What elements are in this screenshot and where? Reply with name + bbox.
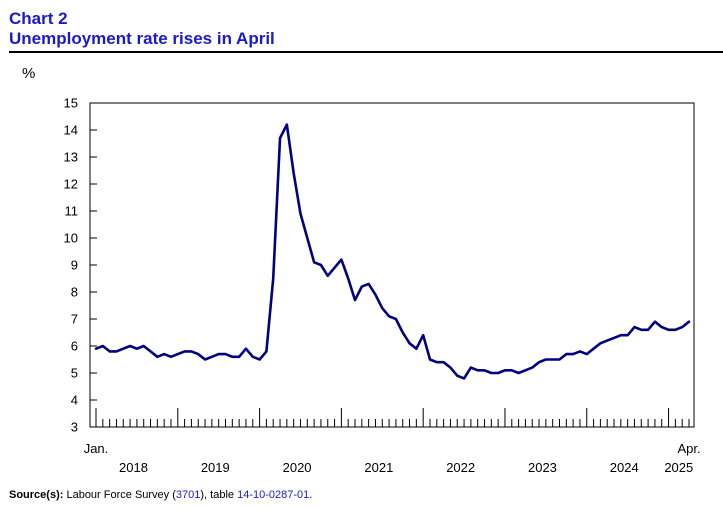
x-year-label: 2022 — [446, 460, 475, 475]
y-axis: 3 4 5 6 7 8 9 10 11 12 13 14 15 — [64, 96, 97, 435]
y-tick-label: 11 — [65, 204, 79, 219]
y-tick-label: 6 — [71, 339, 78, 354]
title-divider — [9, 51, 723, 53]
x-year-label: 2018 — [119, 460, 148, 475]
chart-title-block: Chart 2 Unemployment rate rises in April — [9, 9, 275, 49]
y-tick-label: 15 — [64, 96, 78, 111]
y-tick-label: 13 — [64, 150, 78, 165]
x-year-label: 2025 — [664, 460, 693, 475]
chart-title: Unemployment rate rises in April — [9, 29, 275, 48]
y-tick-label: 3 — [71, 420, 78, 435]
y-tick-label: 4 — [71, 393, 78, 408]
y-tick-label: 12 — [64, 177, 78, 192]
source-text-1: Labour Force Survey ( — [63, 489, 176, 501]
x-year-label: 2024 — [610, 460, 639, 475]
x-year-label: 2021 — [364, 460, 393, 475]
survey-link[interactable]: 3701 — [175, 489, 201, 501]
y-tick-label: 9 — [71, 258, 78, 273]
x-year-label: 2019 — [201, 460, 230, 475]
x-axis-labels: Jan. Apr. 2018 2019 2020 2021 2022 2023 2024 2025 — [84, 441, 701, 475]
x-start-label: Jan. — [84, 441, 109, 456]
y-tick-label: 8 — [71, 285, 78, 300]
x-axis — [95, 408, 690, 427]
series-layer — [94, 123, 691, 380]
x-year-label: 2020 — [283, 460, 312, 475]
y-tick-label: 14 — [64, 123, 78, 138]
y-tick-label: 7 — [71, 312, 78, 327]
x-year-label: 2023 — [528, 460, 557, 475]
table-link[interactable]: 14-10-0287-01 — [237, 489, 310, 501]
unemployment-rate-line — [94, 123, 691, 380]
chart-number: Chart 2 — [9, 9, 68, 28]
source-text-2: ), table — [200, 489, 238, 501]
plot-area — [89, 102, 695, 428]
y-axis-unit: % — [22, 65, 35, 82]
source-text-3: . — [309, 489, 313, 501]
y-tick-label: 10 — [64, 231, 78, 246]
y-tick-label: 5 — [71, 366, 78, 381]
source-label: Source(s): — [9, 489, 64, 501]
source-note: Source(s): Labour Force Survey (3701), t… — [9, 489, 312, 501]
x-end-label: Apr. — [677, 441, 700, 456]
line-chart: % 3 4 5 6 7 8 9 10 11 12 13 14 15 Jan. Apr. 2018 2019 20… — [22, 65, 701, 475]
